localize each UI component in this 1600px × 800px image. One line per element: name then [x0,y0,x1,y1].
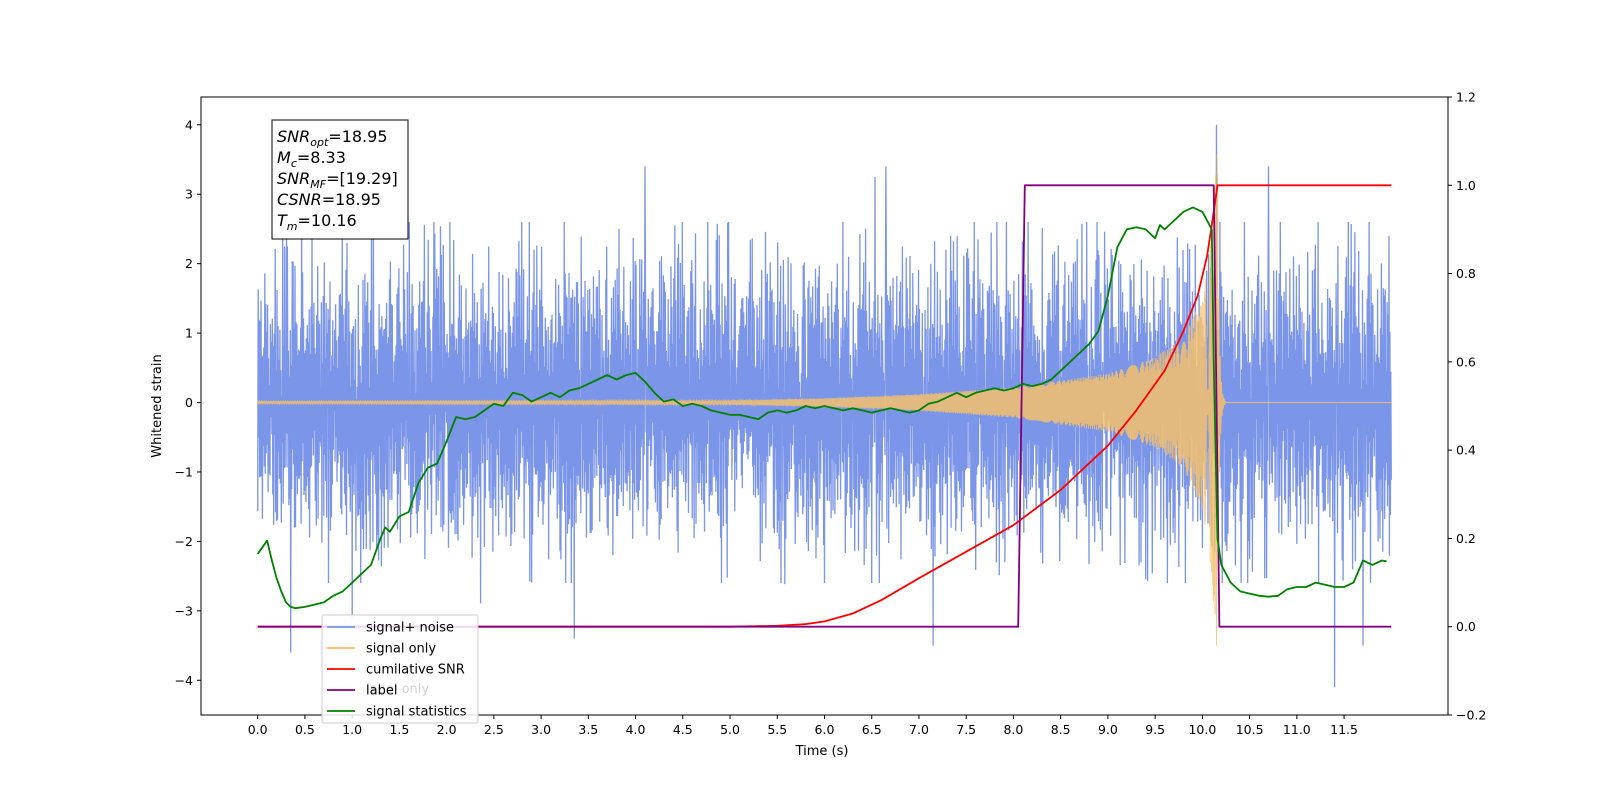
info-box: SNRopt=18.95Mc=8.33SNRMF=[19.29]CSNR=18.… [271,119,409,240]
info-var: CSNR [277,190,322,209]
legend-frame [321,614,479,724]
y2-tick-label: −0.2 [1456,708,1486,723]
y-tick-label: −4 [175,673,193,688]
x-tick-label: 0.0 [248,722,268,737]
y-tick-label: −2 [175,534,193,549]
x-tick-label: 0.5 [295,722,315,737]
series-signal-noise [257,124,1392,688]
y-axis-label: Whitened strain [150,354,165,457]
x-tick-label: 10.5 [1236,722,1264,737]
info-box-entry: Tm=10.16 [277,211,357,233]
y-tick-label: 3 [185,187,193,202]
legend-label: signal statistics [366,705,467,720]
y2-tick-label: 0.8 [1456,266,1476,281]
y2-tick-label: 0.0 [1456,619,1476,634]
y-tick-label: 4 [185,117,193,132]
y-tick-label: −1 [175,464,193,479]
x-tick-label: 6.0 [815,722,835,737]
info-value: =8.33 [297,148,346,167]
y-tick-label: 2 [185,256,193,271]
info-box-frame [271,119,409,240]
info-sub: c [291,157,297,170]
info-box-entry: CSNR=18.95 [277,190,381,209]
legend-label: signal+ noise [366,621,454,636]
x-tick-label: 8.5 [1051,722,1071,737]
x-tick-label: 9.0 [1098,722,1118,737]
legend-label: signal only [366,642,436,657]
x-tick-label: 5.5 [767,722,787,737]
y2-axis-ticks: −0.2 0.0 0.2 0.4 0.6 0.8 1.0 1.2 [1448,90,1486,723]
info-var: M [277,148,291,167]
legend-hidden-label: label only [366,682,429,697]
y-tick-label: 1 [185,326,193,341]
info-sub: opt [310,136,329,149]
info-var: SNR [277,169,310,188]
x-tick-label: 3.5 [578,722,598,737]
x-tick-label: 7.5 [956,722,976,737]
info-value: =10.16 [298,211,357,230]
y2-tick-label: 0.2 [1456,531,1476,546]
legend-label: label [366,684,397,699]
series-layer [256,124,1392,688]
series-cumilative-snr [257,184,1392,628]
info-value: =18.95 [322,190,381,209]
legend-label: cumilative SNR [366,663,465,678]
y2-tick-label: 0.4 [1456,443,1476,458]
series-signal-only [257,154,1392,646]
x-tick-label: 4.0 [626,722,646,737]
info-box-entry: Mc=8.33 [277,148,346,170]
x-tick-label: 5.0 [720,722,740,737]
series-label [257,184,1392,628]
x-axis-label: Time (s) [795,744,849,759]
x-tick-label: 1.5 [389,722,409,737]
x-tick-label: 11.0 [1283,722,1311,737]
y-tick-label: 0 [185,395,193,410]
x-tick-label: 10.0 [1188,722,1216,737]
x-tick-label: 3.0 [531,722,551,737]
legend: label only signal+ noise signal only cumila… [321,614,479,724]
y2-tick-label: 1.0 [1456,178,1476,193]
x-tick-label: 2.5 [484,722,504,737]
series-signal-statistics [256,206,1387,610]
x-tick-label: 2.0 [437,722,457,737]
info-value: =[19.29] [326,169,398,188]
x-tick-label: 11.5 [1330,722,1358,737]
x-axis-ticks: 0.0 0.5 1.0 1.5 2.0 2.5 3.0 3.5 4.0 4.5 5.0 5.5 6.0 6… [248,715,1358,737]
y2-tick-label: 1.2 [1456,90,1476,105]
x-tick-label: 4.5 [673,722,693,737]
info-box-entry: SNRMF=[19.29] [277,169,398,191]
info-sub: MF [310,178,326,191]
y2-tick-label: 0.6 [1456,354,1476,369]
y-tick-label: −3 [175,603,193,618]
info-box-entry: SNRopt=18.95 [277,127,388,149]
info-value: =18.95 [328,127,387,146]
x-tick-label: 9.5 [1145,722,1165,737]
info-var: T [277,211,288,230]
x-tick-label: 1.0 [342,722,362,737]
info-sub: m [287,220,298,233]
info-var: SNR [277,127,310,146]
y-axis-ticks: −4 −3 −2 −1 0 1 2 3 4 [175,117,201,688]
x-tick-label: 7.0 [909,722,929,737]
x-tick-label: 6.5 [862,722,882,737]
x-tick-label: 8.0 [1003,722,1023,737]
